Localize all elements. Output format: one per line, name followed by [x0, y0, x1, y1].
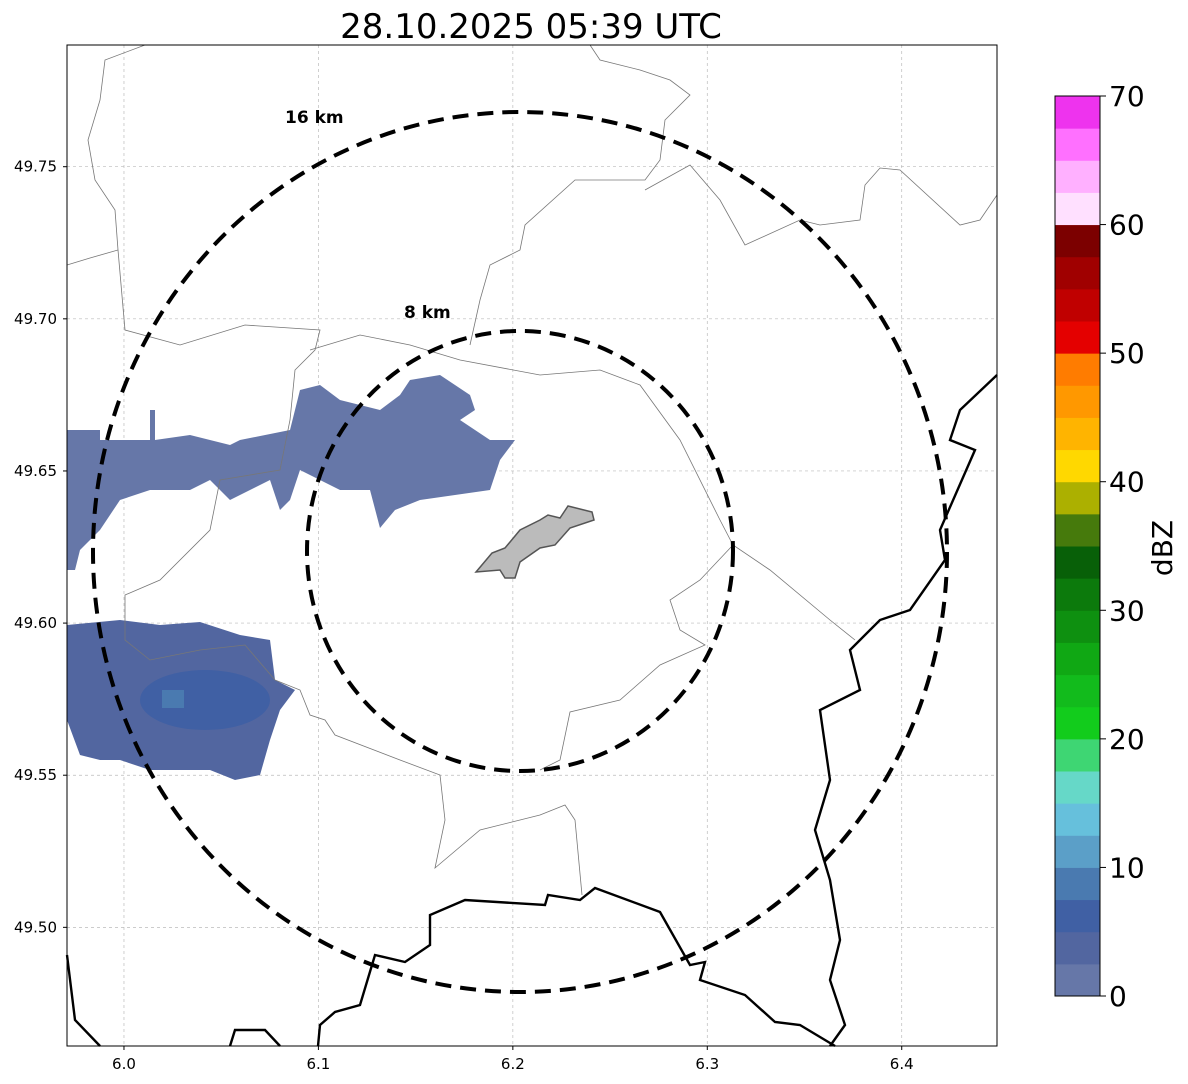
municipal-boundaries — [66, 44, 998, 896]
colorbar-segment — [1055, 546, 1100, 579]
colorbar-segment — [1055, 610, 1100, 643]
colorbar-segment — [1055, 867, 1100, 901]
colorbar-segment — [1055, 899, 1100, 933]
ring-label-8km: 8 km — [404, 303, 451, 323]
colorbar-tick-label: 30 — [1109, 594, 1145, 627]
colorbar-tick-label: 50 — [1109, 337, 1145, 370]
colorbar-tick-label: 60 — [1109, 209, 1145, 242]
colorbar-tick-label: 20 — [1109, 723, 1145, 756]
y-tick-label: 49.75 — [14, 158, 57, 176]
colorbar: 0 10 20 30 40 50 60 70 — [1054, 80, 1145, 1013]
x-tick-label: 6.3 — [695, 1055, 719, 1073]
colorbar-segment — [1055, 513, 1100, 547]
national-borders — [65, 374, 998, 1048]
colorbar-segment — [1055, 321, 1100, 354]
colorbar-tick-label: 70 — [1109, 80, 1145, 113]
colorbar-segment — [1055, 578, 1100, 611]
colorbar-tick-label: 10 — [1109, 851, 1145, 884]
colorbar-segment — [1055, 160, 1100, 193]
gridlines — [67, 45, 997, 1046]
plot-title: 28.10.2025 05:39 UTC — [340, 7, 722, 47]
map-frame — [66, 44, 998, 1047]
ring-label-16km: 16 km — [285, 108, 344, 128]
range-ring-8km — [305, 329, 735, 773]
y-tick-label: 49.65 — [14, 462, 57, 480]
colorbar-segment — [1055, 288, 1100, 322]
precip-max — [162, 690, 184, 708]
colorbar-segment — [1055, 706, 1100, 740]
colorbar-segment — [1055, 256, 1100, 290]
colorbar-segment — [1055, 192, 1100, 226]
axis-ticks: 6.0 6.1 6.2 6.3 6.4 49.75 49.70 49.65 49.60 49.55… — [14, 158, 914, 1073]
y-tick-label: 49.70 — [14, 310, 57, 328]
range-rings — [91, 110, 949, 994]
x-tick-label: 6.4 — [890, 1055, 914, 1073]
colorbar-segment — [1055, 128, 1100, 161]
x-tick-label: 6.0 — [112, 1055, 136, 1073]
colorbar-segment — [1055, 931, 1100, 965]
colorbar-segment — [1055, 963, 1100, 997]
colorbar-segment — [1055, 224, 1100, 258]
precip-band-north — [67, 375, 515, 570]
x-tick-label: 6.1 — [306, 1055, 330, 1073]
colorbar-tick-label: 40 — [1109, 466, 1145, 499]
colorbar-segment — [1055, 835, 1100, 868]
colorbar-tick-label: 0 — [1109, 980, 1127, 1013]
colorbar-segment — [1055, 771, 1100, 804]
colorbar-segment — [1055, 738, 1100, 772]
precipitation — [67, 375, 515, 780]
y-tick-label: 49.55 — [14, 766, 57, 784]
colorbar-segment — [1055, 803, 1100, 836]
x-tick-label: 6.2 — [501, 1055, 525, 1073]
colorbar-segment — [1055, 642, 1100, 676]
colorbar-segment — [1055, 385, 1100, 418]
y-tick-label: 49.60 — [14, 614, 57, 632]
city-outline — [474, 505, 595, 579]
colorbar-label: dBZ — [1146, 520, 1179, 576]
range-ring-16km — [91, 110, 949, 994]
y-tick-label: 49.50 — [14, 918, 57, 936]
colorbar-segment — [1055, 417, 1100, 451]
colorbar-segment — [1055, 674, 1100, 708]
colorbar-segment — [1055, 481, 1100, 515]
colorbar-segment — [1055, 449, 1100, 483]
colorbar-frame — [1054, 95, 1101, 997]
colorbar-segment — [1055, 96, 1100, 129]
colorbar-segment — [1055, 353, 1100, 386]
precip-core — [140, 670, 270, 730]
